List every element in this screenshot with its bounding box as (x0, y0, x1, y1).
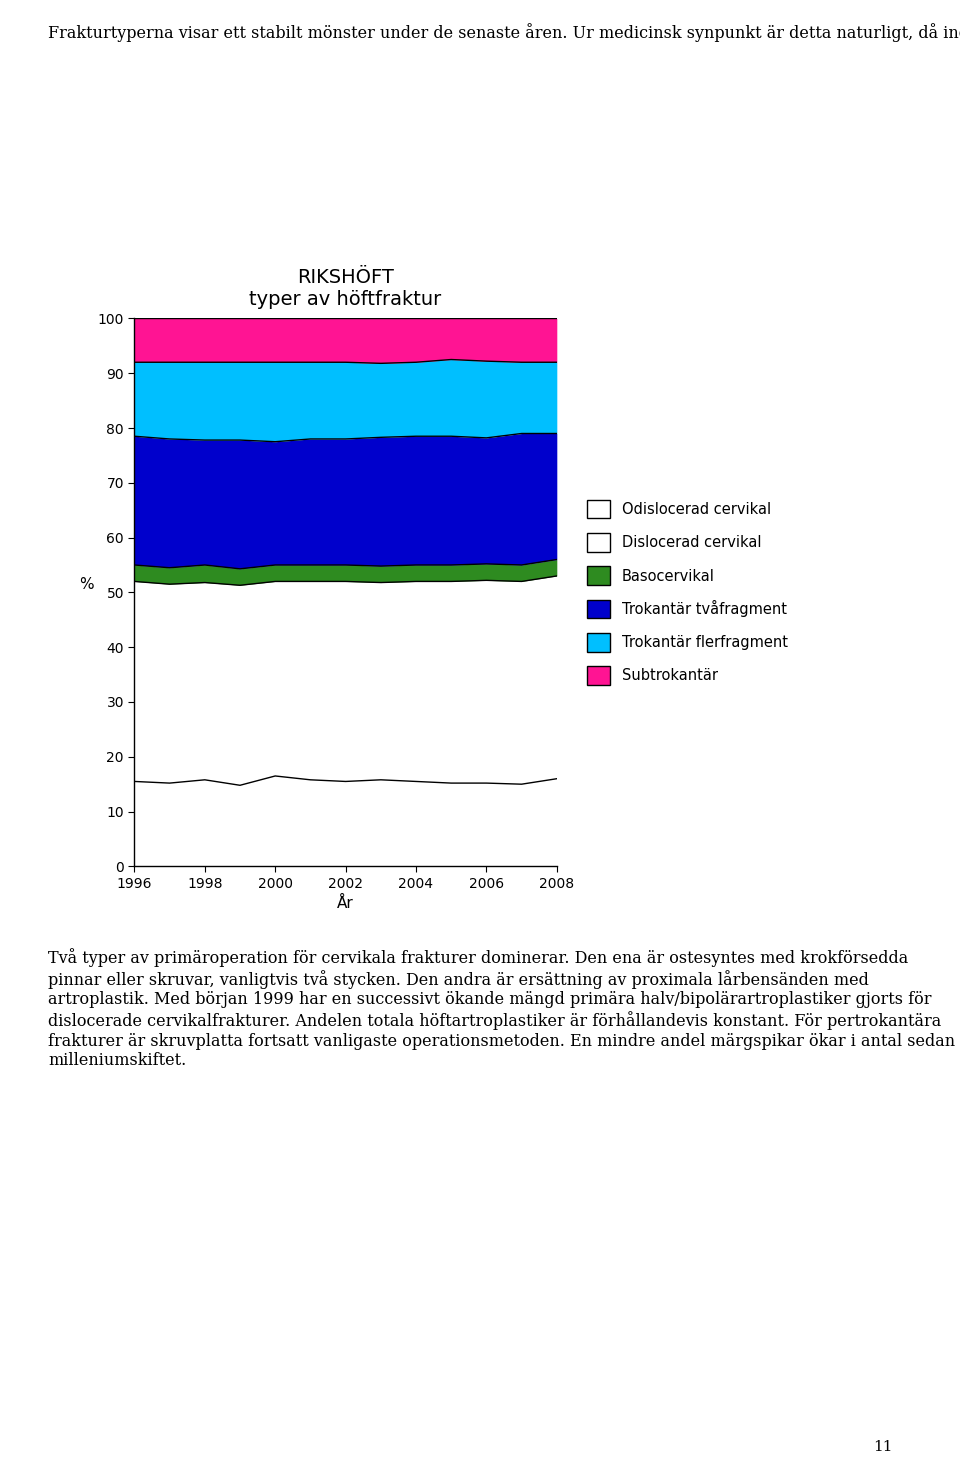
Title: RIKSHÖFT
typer av höftfraktur: RIKSHÖFT typer av höftfraktur (250, 268, 442, 308)
Y-axis label: %: % (79, 578, 94, 592)
Legend: Odislocerad cervikal, Dislocerad cervikal, Basocervikal, Trokantär tvåfragment, : Odislocerad cervikal, Dislocerad cervika… (581, 493, 794, 692)
Text: 11: 11 (874, 1441, 893, 1454)
Text: Frakturtyperna visar ett stabilt mönster under de senaste åren. Ur medicinsk syn: Frakturtyperna visar ett stabilt mönster… (48, 22, 960, 41)
X-axis label: År: År (337, 896, 354, 911)
Text: Två typer av primäroperation för cervikala frakturer dominerar. Den ena är ostes: Två typer av primäroperation för cervika… (48, 948, 955, 1069)
